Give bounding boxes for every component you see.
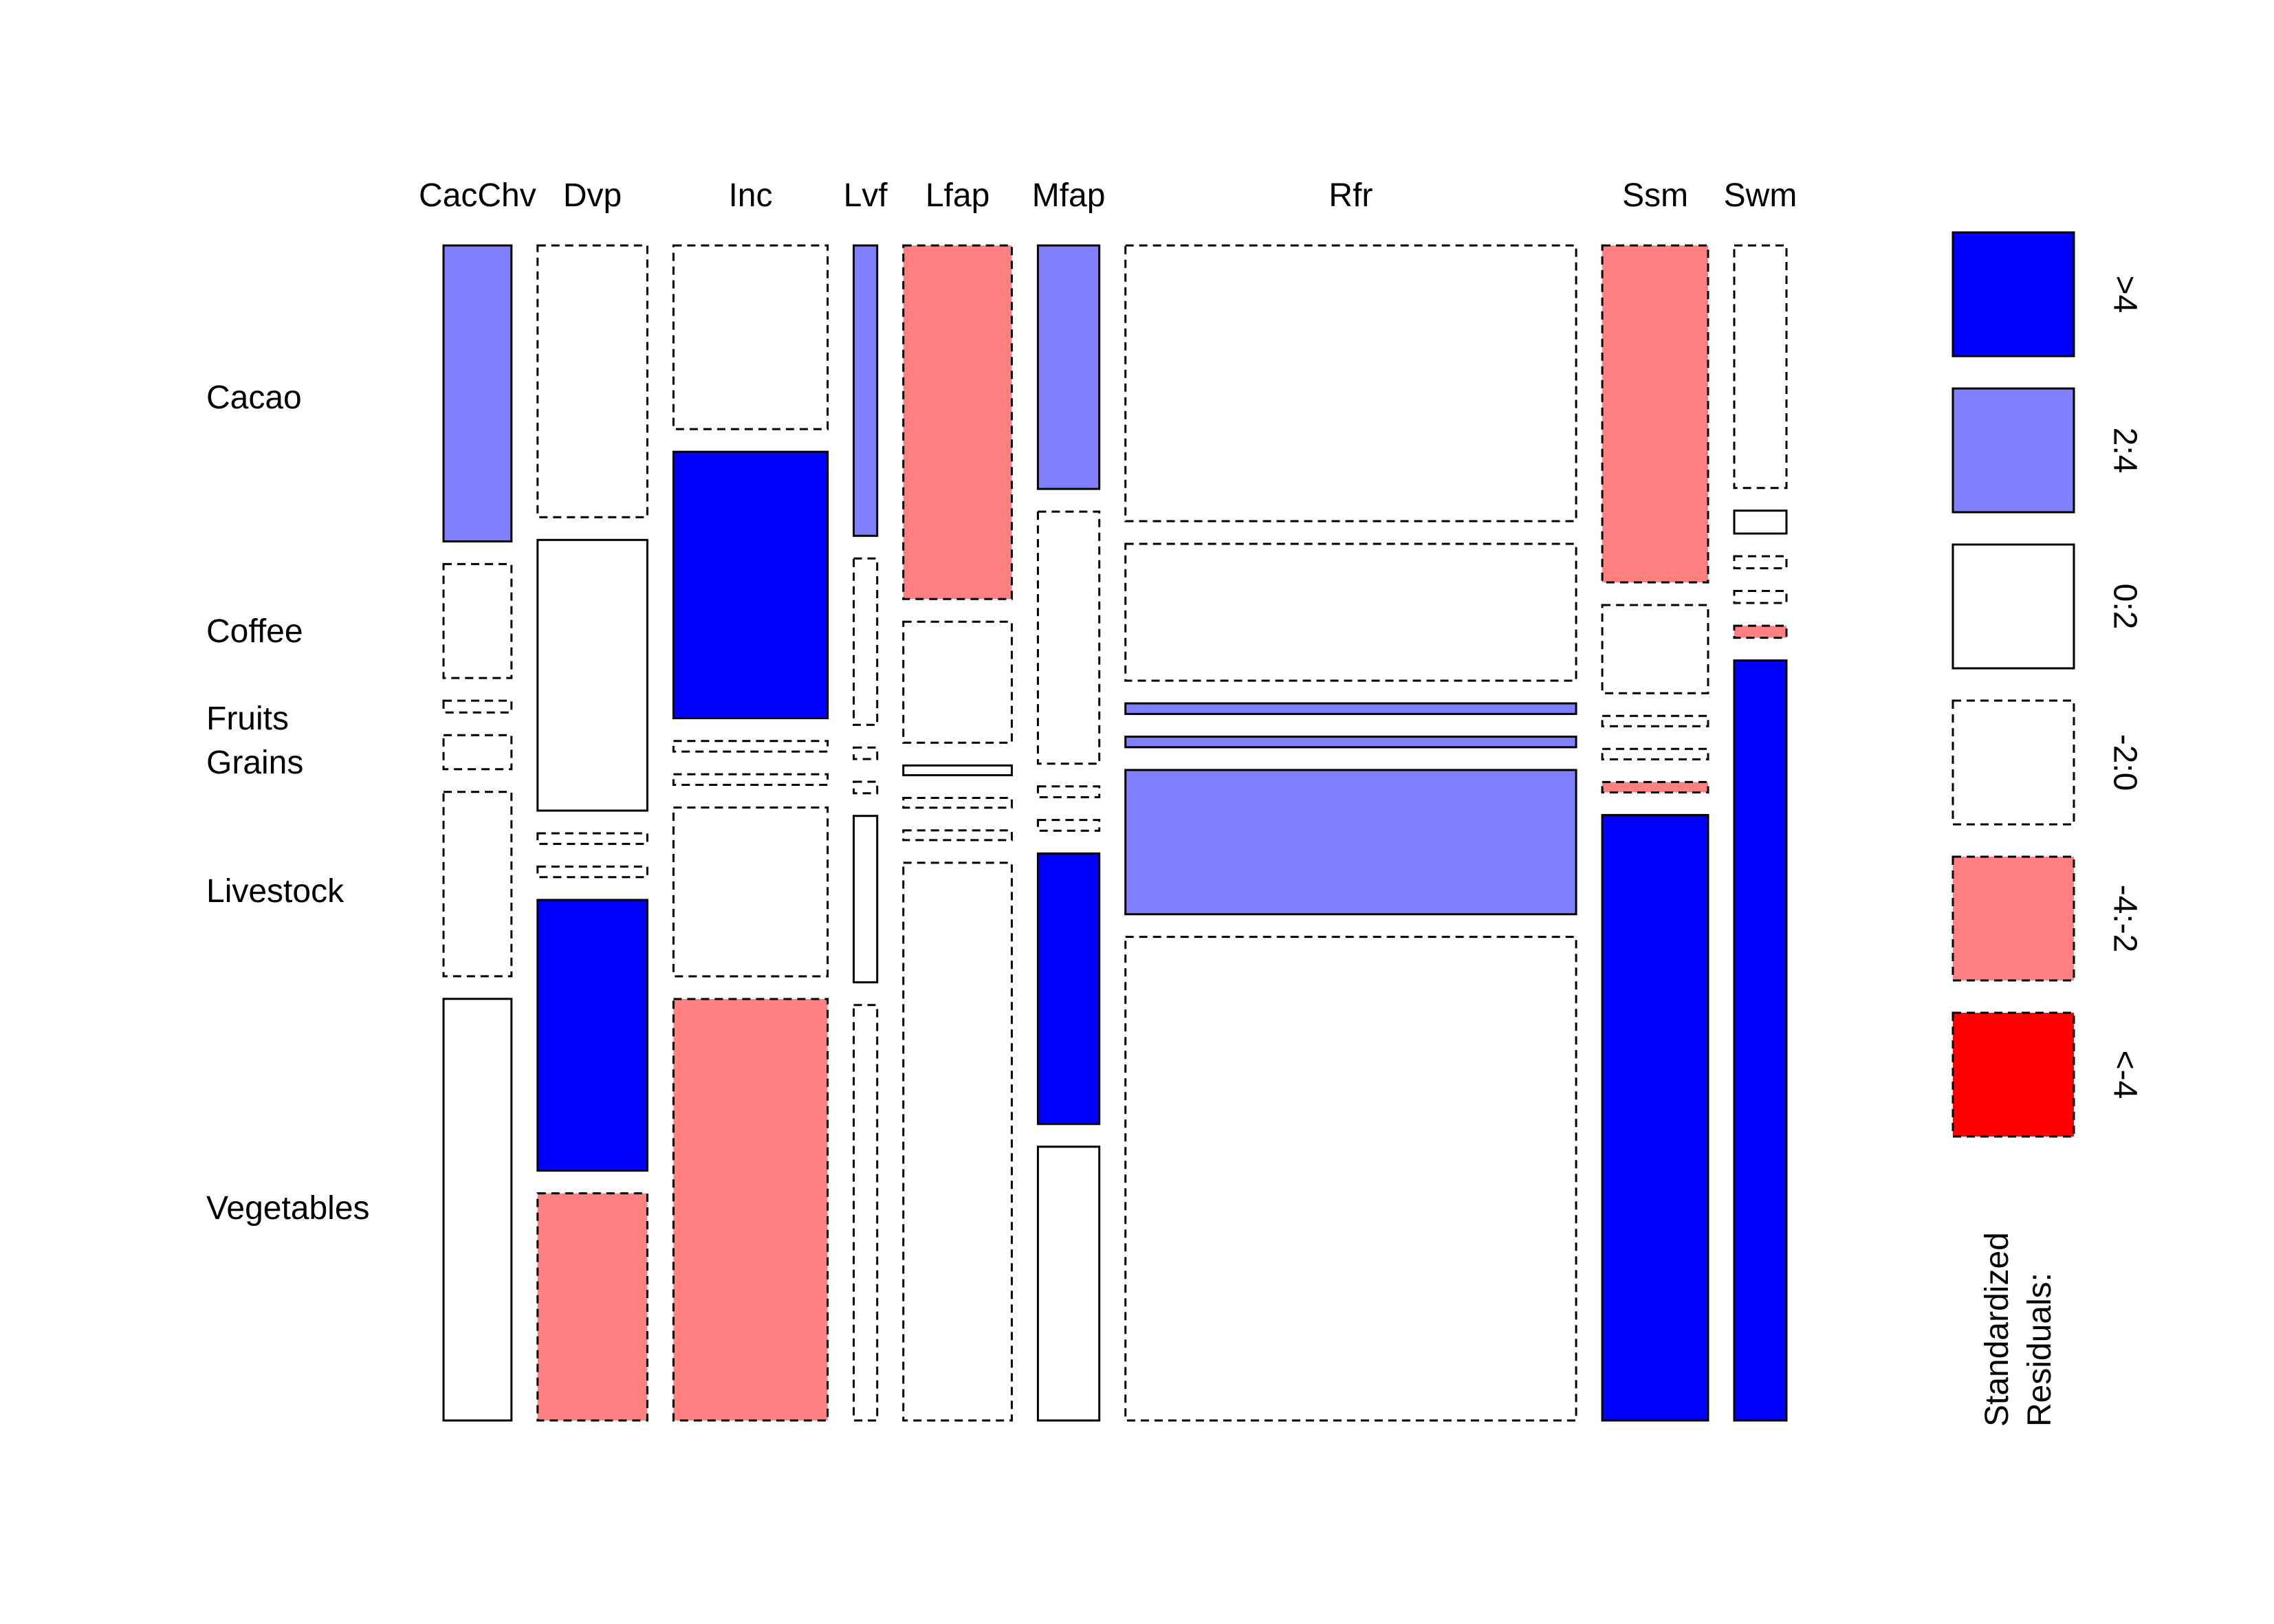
legend-swatch-5 xyxy=(1952,1011,2075,1138)
row-label-cacao: Cacao xyxy=(206,380,302,416)
cell-mfap-coffee xyxy=(1036,510,1101,765)
column-label-dvp: Dvp xyxy=(563,177,622,214)
cell-rfr-grains xyxy=(1124,735,1577,749)
legend-swatch-4 xyxy=(1952,855,2075,982)
cell-swm-livestock xyxy=(1733,624,1788,639)
row-label-vegetables: Vegetables xyxy=(206,1190,370,1227)
cell-rfr-coffee xyxy=(1124,542,1577,682)
column-labels: CacChv Dvp Inc Lvf Lfap Mfap Rfr Ssm Swm xyxy=(419,177,1797,214)
cell-cacchv-fruits xyxy=(442,699,513,714)
cell-mfap-vegetables xyxy=(1036,1145,1101,1422)
cell-dvp-fruits xyxy=(536,832,648,845)
legend-label-4: -4:-2 xyxy=(2107,885,2143,953)
cell-lfap-cacao xyxy=(902,244,1013,600)
legend-swatch-3 xyxy=(1952,699,2075,826)
cell-inc-livestock xyxy=(672,806,829,978)
column-label-swm: Swm xyxy=(1724,177,1797,214)
cell-swm-cacao xyxy=(1733,244,1788,490)
cell-mfap-livestock xyxy=(1036,852,1101,1126)
cell-mfap-grains xyxy=(1036,819,1101,832)
cell-inc-coffee xyxy=(672,450,829,720)
cell-inc-fruits xyxy=(672,740,829,753)
cell-lfap-livestock xyxy=(902,829,1013,842)
legend: >4 2:4 0:2 -2:0 -4:-2 <-4 Standardized Residual… xyxy=(1952,231,2143,1427)
cell-rfr-livestock xyxy=(1124,769,1577,916)
legend-swatch-2 xyxy=(1952,543,2075,670)
cell-ssm-livestock xyxy=(1601,780,1709,794)
cell-lfap-fruits xyxy=(902,764,1013,777)
column-label-mfap: Mfap xyxy=(1032,177,1106,214)
cell-lfap-grains xyxy=(902,797,1013,809)
legend-label-3: -2:0 xyxy=(2107,734,2143,791)
cell-cacchv-grains xyxy=(442,734,513,771)
cell-lfap-vegetables xyxy=(902,862,1013,1422)
cell-rfr-fruits xyxy=(1124,702,1577,715)
cell-swm-vegetables xyxy=(1733,659,1788,1422)
legend-label-1: 2:4 xyxy=(2107,428,2143,474)
row-label-fruits: Fruits xyxy=(206,701,289,737)
cell-swm-grains xyxy=(1733,590,1788,604)
column-label-inc: Inc xyxy=(728,177,772,214)
row-label-grains: Grains xyxy=(206,745,303,781)
legend-label-5: <-4 xyxy=(2107,1051,2143,1099)
cell-swm-coffee xyxy=(1733,509,1788,535)
cell-dvp-grains xyxy=(536,865,648,879)
cell-rfr-cacao xyxy=(1124,244,1577,523)
cell-cacchv-cacao xyxy=(442,244,513,542)
cell-lfap-coffee xyxy=(902,620,1013,744)
cell-ssm-fruits xyxy=(1601,714,1709,727)
row-label-coffee: Coffee xyxy=(206,613,303,650)
cell-inc-vegetables xyxy=(672,998,829,1422)
cell-ssm-grains xyxy=(1601,747,1709,760)
row-labels: Cacao Coffee Fruits Grains Livestock Vegetabl… xyxy=(206,380,370,1227)
legend-label-2: 0:2 xyxy=(2107,584,2143,630)
cell-lvf-fruits xyxy=(853,746,879,760)
cell-cacchv-vegetables xyxy=(442,998,513,1422)
cell-ssm-vegetables xyxy=(1601,813,1709,1422)
cell-mfap-cacao xyxy=(1036,244,1101,490)
cell-dvp-cacao xyxy=(536,244,648,518)
legend-title-line-0: Standardized xyxy=(1979,1232,2015,1427)
cell-rfr-vegetables xyxy=(1124,936,1577,1422)
legend-swatch-1 xyxy=(1952,387,2075,514)
row-label-livestock: Livestock xyxy=(206,873,345,910)
cell-lvf-vegetables xyxy=(853,1004,879,1422)
column-label-ssm: Ssm xyxy=(1622,177,1688,214)
cell-dvp-coffee xyxy=(536,538,648,812)
legend-label-0: >4 xyxy=(2107,276,2143,314)
cell-cacchv-livestock xyxy=(442,791,513,978)
cell-inc-grains xyxy=(672,773,829,786)
cell-ssm-coffee xyxy=(1601,604,1709,694)
legend-swatch-0 xyxy=(1952,231,2075,358)
cell-dvp-livestock xyxy=(536,899,648,1172)
cell-lvf-cacao xyxy=(853,244,879,537)
cell-dvp-vegetables xyxy=(536,1192,648,1422)
cell-cacchv-coffee xyxy=(442,562,513,679)
cell-lvf-grains xyxy=(853,780,879,795)
column-label-lfap: Lfap xyxy=(926,177,990,214)
column-label-cacchv: CacChv xyxy=(419,177,536,214)
column-label-rfr: Rfr xyxy=(1329,177,1373,214)
mosaic-cells xyxy=(442,244,1788,1422)
cell-lvf-livestock xyxy=(853,815,879,984)
column-label-lvf: Lvf xyxy=(844,177,888,214)
cell-swm-fruits xyxy=(1733,555,1788,569)
legend-title-line-1: Residuals: xyxy=(2022,1273,2058,1427)
cell-lvf-coffee xyxy=(853,557,879,726)
cell-inc-cacao xyxy=(672,244,829,430)
cell-mfap-fruits xyxy=(1036,785,1101,799)
cell-ssm-cacao xyxy=(1601,244,1709,584)
